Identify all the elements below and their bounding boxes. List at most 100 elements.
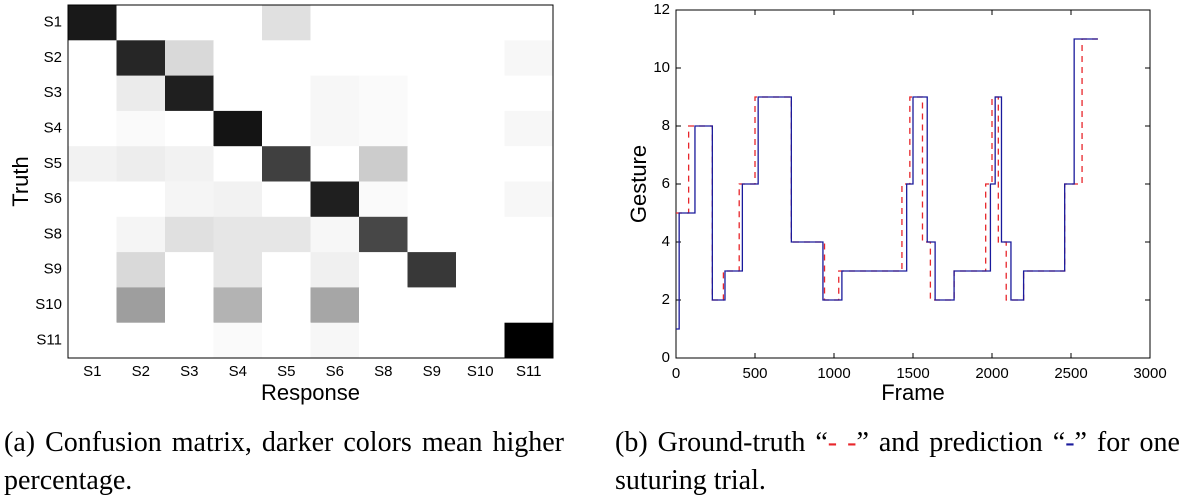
cell (359, 287, 408, 324)
cell (213, 252, 263, 288)
cell (504, 216, 554, 253)
cell (213, 40, 263, 77)
caption-b: (b) Ground-truth “- -” and prediction “-… (615, 424, 1180, 500)
y-tick-label: 12 (653, 1, 670, 18)
cell (504, 287, 554, 324)
cell (68, 287, 117, 324)
y-tick-label: S5 (44, 155, 62, 172)
y-tick-label: S8 (44, 225, 62, 242)
cell (165, 40, 214, 77)
cell (407, 322, 457, 359)
step-line (676, 38, 1098, 301)
cell (359, 146, 408, 182)
cell (262, 146, 311, 182)
x-tick-label: S8 (374, 363, 392, 380)
cell (68, 181, 117, 218)
x-axis-label: Response (261, 380, 360, 405)
cell (456, 181, 505, 218)
plot-frame (67, 4, 554, 359)
cell (262, 5, 311, 41)
y-tick-label: S9 (44, 261, 62, 278)
cell (116, 5, 166, 41)
caption-part: ” for one suturing trial. (615, 427, 1180, 496)
cell (213, 322, 263, 359)
cell (456, 40, 505, 77)
cell (407, 40, 457, 77)
cell (359, 5, 408, 41)
cell (68, 40, 117, 77)
cell (116, 181, 166, 218)
x-axis-label: Frame (881, 380, 945, 405)
cell (165, 5, 214, 41)
cell (262, 322, 311, 359)
y-tick-label: 6 (662, 175, 670, 192)
x-tick-label: S6 (326, 363, 344, 380)
x-tick-label: 2500 (1054, 365, 1087, 382)
x-tick-label: S3 (180, 363, 198, 380)
cell (68, 75, 117, 112)
cell (213, 216, 263, 253)
cell (359, 110, 408, 147)
cell (407, 110, 457, 147)
cell (262, 287, 311, 324)
cell (165, 110, 214, 147)
x-tick-label: S10 (467, 363, 494, 380)
cell (116, 287, 166, 324)
cell (213, 181, 263, 218)
cell (310, 5, 360, 41)
cell (504, 75, 554, 112)
y-tick-label: 2 (662, 291, 670, 308)
y-tick-label: S4 (44, 120, 62, 137)
cell (262, 216, 311, 253)
cell (407, 216, 457, 253)
y-tick-label: S6 (44, 190, 62, 207)
x-tick-label: S9 (423, 363, 441, 380)
cell (359, 216, 408, 253)
cell (116, 75, 166, 112)
cell (456, 322, 505, 359)
x-tick-label: S5 (277, 363, 295, 380)
cell (116, 110, 166, 147)
cell (310, 146, 360, 182)
step-line (676, 38, 1098, 330)
cell (116, 216, 166, 253)
cell (116, 252, 166, 288)
cell (504, 181, 554, 218)
cell (116, 40, 166, 77)
x-tick-label: 0 (672, 365, 680, 382)
x-tick-label: 3000 (1133, 365, 1166, 382)
cell (310, 110, 360, 147)
cell (359, 181, 408, 218)
cell (165, 181, 214, 218)
cell (407, 75, 457, 112)
cell (456, 146, 505, 182)
caption-part: - (1065, 427, 1075, 458)
cell (407, 146, 457, 182)
cell (310, 252, 360, 288)
cell (165, 287, 214, 324)
cell (68, 216, 117, 253)
cell (213, 75, 263, 112)
cell (504, 322, 554, 359)
cell (262, 75, 311, 112)
y-tick-label: 8 (662, 117, 670, 134)
cell (359, 40, 408, 77)
cell (165, 216, 214, 253)
x-tick-label: S2 (132, 363, 150, 380)
cell (262, 252, 311, 288)
cell (262, 181, 311, 218)
caption-a: (a) Confusion matrix, darker colors mean… (4, 427, 564, 496)
cell (407, 252, 457, 288)
y-tick-label: 4 (662, 233, 670, 250)
y-tick-label: 10 (653, 59, 670, 76)
cell (456, 252, 505, 288)
cell (165, 75, 214, 112)
x-tick-label: 500 (742, 365, 767, 382)
cell (116, 322, 166, 359)
y-tick-label: S10 (35, 296, 62, 313)
cell (504, 252, 554, 288)
x-tick-label: 1500 (896, 365, 929, 382)
y-tick-label: S2 (44, 49, 62, 66)
cell (310, 40, 360, 77)
